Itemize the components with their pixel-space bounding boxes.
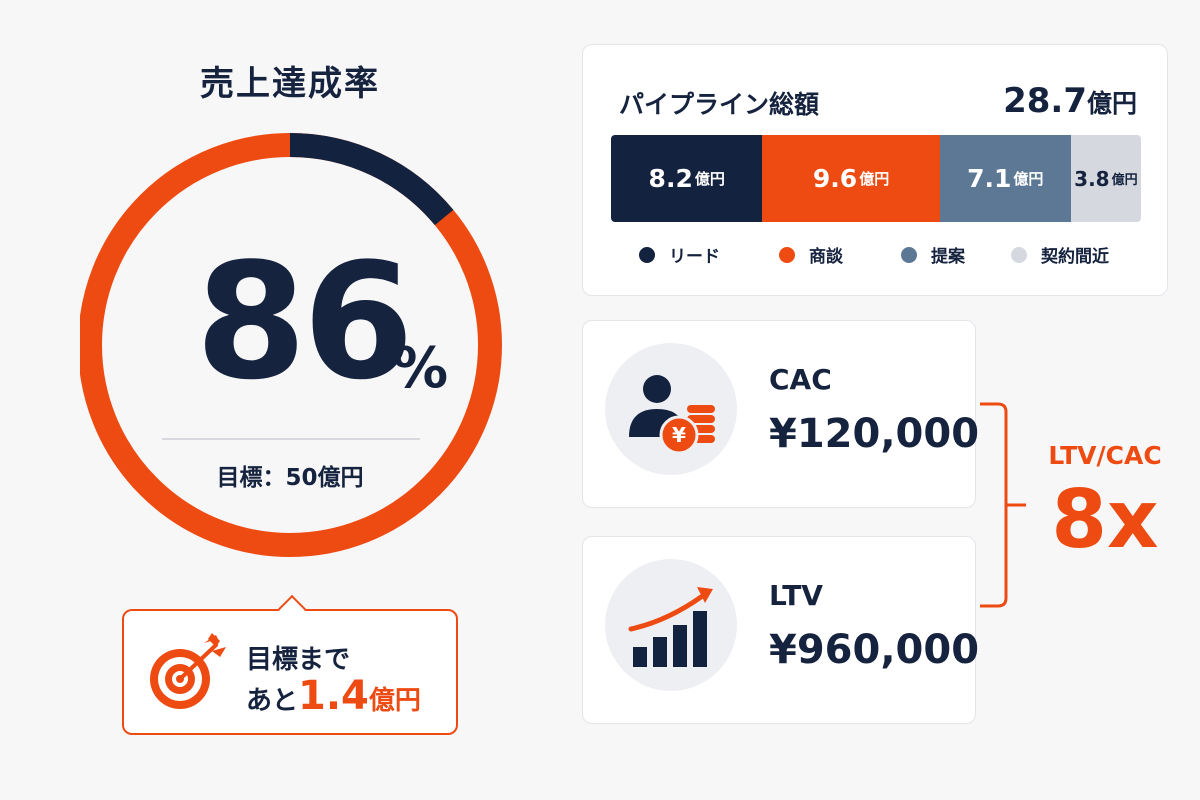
remaining-unit: 億円 (368, 686, 421, 716)
pipeline-segment-proposal: 7.1 億円 (939, 135, 1071, 222)
achievement-ring (80, 133, 502, 557)
pipeline-legend: リード 商談 提案 契約間近 (639, 242, 1149, 267)
legend-item-closing: 契約間近 (1011, 242, 1109, 267)
cac-label: CAC (769, 363, 832, 396)
remaining-label: 目標まで (246, 645, 351, 675)
ratio-bracket (980, 402, 1026, 608)
segment-value: 7.1 (967, 164, 1012, 193)
ltv-icon-badge (605, 559, 737, 691)
remaining-value: 1.4 (298, 673, 369, 719)
ltv-value: ¥960,000 (769, 627, 980, 673)
remaining-prefix: あと (246, 686, 299, 716)
segment-value: 8.2 (648, 164, 693, 193)
ring-remaining-arc (289, 133, 454, 226)
pipeline-total-unit: 億円 (1086, 89, 1137, 118)
segment-unit: 億円 (694, 170, 725, 188)
achievement-title: 売上達成率 (200, 64, 380, 104)
pipeline-segment-lead: 8.2 億円 (611, 135, 763, 222)
user-coins-icon: ¥ (629, 375, 715, 455)
pipeline-total-value: 28.7 (1003, 81, 1087, 121)
svg-text:¥: ¥ (672, 423, 686, 447)
segment-value: 3.8 (1074, 166, 1110, 191)
ratio-value: 8x (1051, 473, 1159, 566)
pipeline-total: 28.7億円 (1003, 81, 1137, 121)
remaining-amount: あと1.4億円 (246, 673, 421, 719)
legend-label: 提案 (931, 247, 965, 267)
legend-item-negotiation: 商談 (779, 242, 843, 267)
pipeline-segment-closing: 3.8 億円 (1070, 135, 1141, 222)
remaining-callout: 目標まで あと1.4億円 (122, 594, 458, 735)
legend-dot (901, 246, 917, 263)
cac-value: ¥120,000 (769, 411, 980, 457)
pipeline-card: パイプライン総額 28.7億円 8.2 億円 9.6 億円 7.1 億円 3.8 億円 … (582, 44, 1168, 296)
ltv-label: LTV (769, 579, 823, 612)
legend-item-proposal: 提案 (901, 242, 965, 267)
legend-item-lead: リード (639, 242, 720, 267)
legend-label: 商談 (809, 247, 843, 267)
ring-divider (162, 438, 420, 440)
target-icon (150, 633, 226, 709)
achievement-value: 86 (195, 228, 414, 415)
cac-icon-badge: ¥ (605, 343, 737, 475)
ratio-label: LTV/CAC (1048, 441, 1162, 470)
pipeline-stacked-bar: 8.2 億円 9.6 億円 7.1 億円 3.8 億円 (611, 135, 1141, 222)
legend-label: リード (669, 247, 720, 267)
segment-unit: 億円 (1111, 173, 1138, 188)
legend-dot (779, 246, 795, 263)
pipeline-segment-negotiation: 9.6 億円 (762, 135, 940, 222)
callout-pointer (277, 594, 307, 624)
ltv-card: LTV ¥960,000 (582, 536, 980, 724)
legend-dot (1011, 246, 1027, 263)
legend-dot (639, 246, 655, 263)
target-label: 目標：50億円 (216, 465, 364, 491)
pipeline-title: パイプライン総額 (619, 90, 820, 119)
segment-unit: 億円 (1013, 170, 1044, 188)
segment-value: 9.6 (812, 164, 858, 193)
growth-chart-icon (628, 587, 713, 667)
cac-card: ¥ CAC ¥120,000 (582, 320, 980, 508)
achievement-unit: % (392, 336, 449, 401)
segment-unit: 億円 (859, 170, 890, 188)
legend-label: 契約間近 (1041, 247, 1109, 267)
